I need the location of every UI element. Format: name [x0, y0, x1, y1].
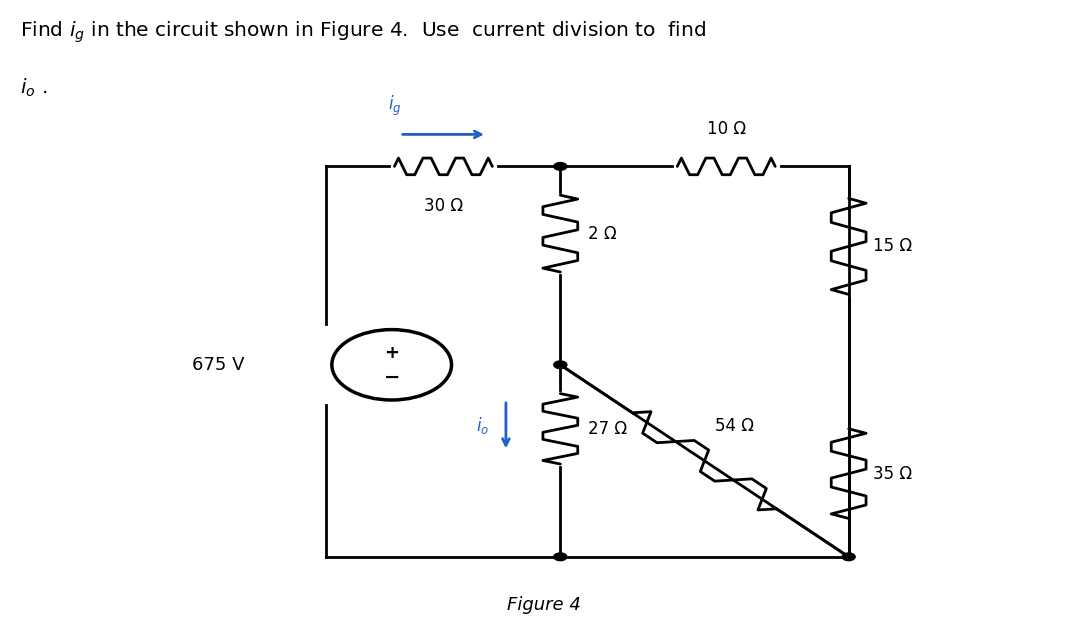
- Text: −: −: [383, 368, 400, 387]
- Text: 2 Ω: 2 Ω: [588, 225, 616, 243]
- Text: 30 Ω: 30 Ω: [424, 197, 462, 215]
- Text: $i_o$ .: $i_o$ .: [20, 77, 47, 99]
- Text: +: +: [384, 344, 399, 362]
- Text: Find $i_g$ in the circuit shown in Figure 4.  Use  current division to  find: Find $i_g$ in the circuit shown in Figur…: [20, 19, 705, 45]
- Text: $i_o$: $i_o$: [477, 415, 490, 436]
- Text: 15 Ω: 15 Ω: [873, 237, 912, 255]
- Text: 10 Ω: 10 Ω: [707, 120, 745, 138]
- Text: 27 Ω: 27 Ω: [588, 420, 627, 438]
- Text: 35 Ω: 35 Ω: [873, 465, 912, 483]
- Text: $i_g$: $i_g$: [387, 94, 401, 118]
- Text: Figure 4: Figure 4: [507, 596, 581, 614]
- Circle shape: [842, 553, 855, 561]
- Text: 54 Ω: 54 Ω: [716, 417, 754, 435]
- Circle shape: [554, 361, 567, 369]
- Text: 675 V: 675 V: [193, 356, 245, 374]
- Circle shape: [554, 163, 567, 170]
- Circle shape: [554, 553, 567, 561]
